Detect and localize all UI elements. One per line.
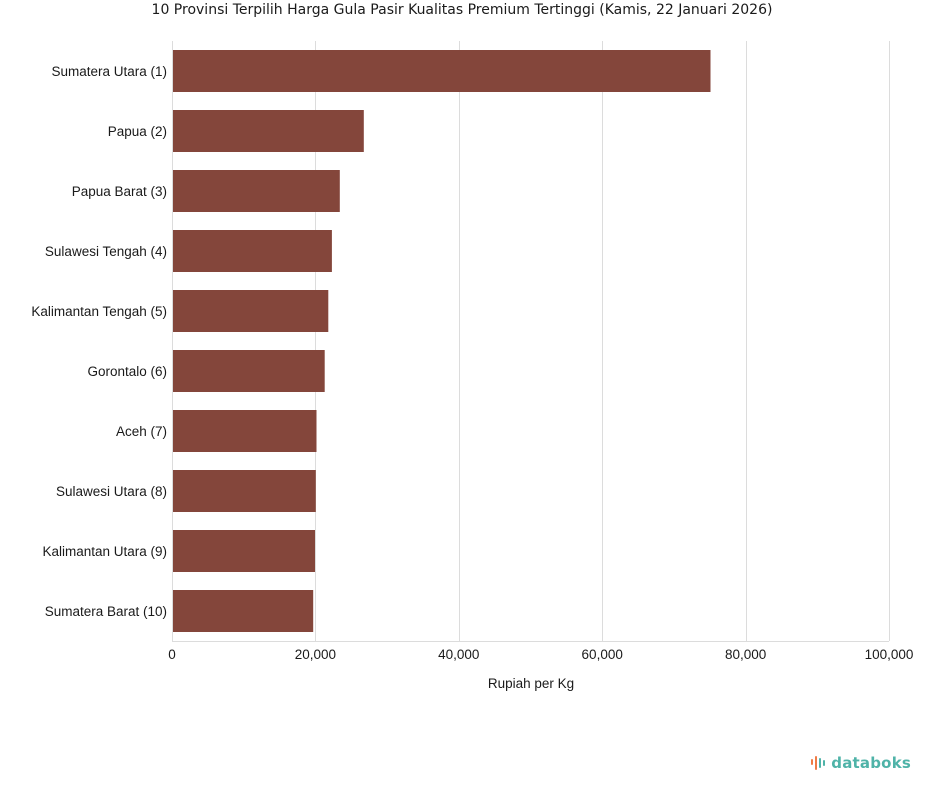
x-tick-label: 20,000 bbox=[295, 647, 336, 662]
x-tick-label: 80,000 bbox=[725, 647, 766, 662]
category-label: Gorontalo (6) bbox=[87, 364, 167, 379]
bar bbox=[173, 590, 314, 632]
x-tick-label: 40,000 bbox=[438, 647, 479, 662]
category-label: Kalimantan Utara (9) bbox=[42, 544, 167, 559]
category-labels: Sumatera Utara (1) Papua (2) Papua Barat (… bbox=[31, 64, 167, 619]
databoks-logo-icon bbox=[811, 756, 826, 770]
category-label: Sulawesi Utara (8) bbox=[56, 484, 167, 499]
bar bbox=[173, 350, 325, 392]
bar bbox=[173, 230, 332, 272]
bar bbox=[173, 530, 315, 572]
bar bbox=[173, 290, 329, 332]
x-axis-title: Rupiah per Kg bbox=[488, 676, 574, 691]
bar bbox=[173, 50, 711, 92]
x-tick-labels: 0 20,000 40,000 60,000 80,000 100,000 bbox=[168, 647, 913, 662]
bar bbox=[173, 110, 364, 152]
category-label: Sulawesi Tengah (4) bbox=[45, 244, 167, 259]
bar bbox=[173, 170, 340, 212]
category-label: Sumatera Utara (1) bbox=[51, 64, 167, 79]
category-label: Papua (2) bbox=[108, 124, 167, 139]
x-tick-label: 60,000 bbox=[582, 647, 623, 662]
category-label: Papua Barat (3) bbox=[72, 184, 167, 199]
category-label: Aceh (7) bbox=[116, 424, 167, 439]
category-label: Sumatera Barat (10) bbox=[45, 604, 167, 619]
category-label: Kalimantan Tengah (5) bbox=[31, 304, 167, 319]
databoks-logo: databoks bbox=[810, 754, 911, 772]
chart-title: 10 Provinsi Terpilih Harga Gula Pasir Ku… bbox=[152, 2, 773, 18]
brand-name: databoks bbox=[831, 754, 911, 772]
x-tick-label: 0 bbox=[168, 647, 176, 662]
bars bbox=[173, 50, 711, 632]
bar bbox=[173, 410, 317, 452]
bar bbox=[173, 470, 316, 512]
x-tick-label: 100,000 bbox=[865, 647, 914, 662]
